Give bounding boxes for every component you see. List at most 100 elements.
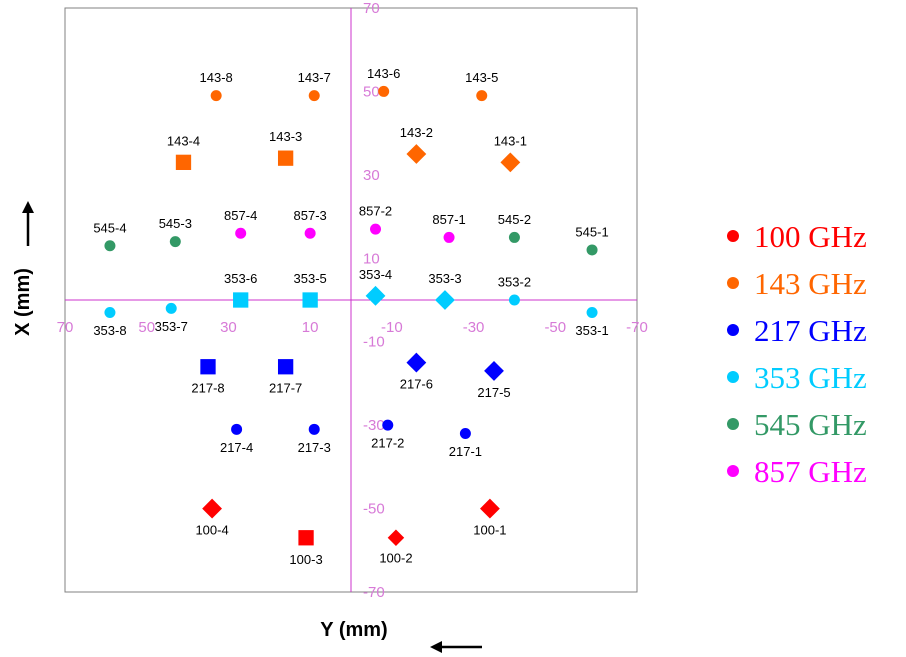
data-point-143-4 <box>175 154 192 170</box>
point-label: 143-7 <box>298 70 331 85</box>
data-point-143-2 <box>406 144 427 164</box>
point-label: 353-2 <box>498 275 531 290</box>
data-point-143-1 <box>500 152 521 173</box>
point-label: 857-2 <box>359 204 392 219</box>
point-label: 545-2 <box>498 212 531 227</box>
data-point-545-4 <box>104 240 116 252</box>
x-tick-label: 50 <box>138 319 155 336</box>
x-tick-label: -50 <box>544 319 566 336</box>
point-label: 100-1 <box>473 523 506 538</box>
data-point-545-1 <box>586 244 598 256</box>
legend-marker <box>727 230 739 242</box>
y-tick-label: -10 <box>363 334 385 351</box>
point-label: 857-4 <box>224 208 257 223</box>
point-label: 857-1 <box>432 212 465 227</box>
point-label: 143-6 <box>367 66 400 81</box>
y-tick-label: 70 <box>363 0 380 17</box>
data-point-217-8 <box>200 359 216 375</box>
x-tick-label: -30 <box>463 319 485 336</box>
data-point-353-4 <box>365 285 386 306</box>
data-point-217-3 <box>308 423 320 435</box>
y-axis-title: X (mm) <box>12 268 34 336</box>
point-label: 353-7 <box>155 319 188 334</box>
point-label: 217-8 <box>191 381 224 396</box>
point-label: 353-4 <box>359 267 392 282</box>
point-label: 143-8 <box>200 70 233 85</box>
data-points <box>104 85 598 547</box>
data-point-143-5 <box>476 90 488 102</box>
data-point-labels: 100-4 100-3 100-2 100-1 143-8 143-7 143-6 143-5… <box>93 66 608 567</box>
point-label: 143-4 <box>167 133 200 148</box>
data-point-143-8 <box>210 90 222 102</box>
data-point-353-3 <box>435 290 455 310</box>
legend-entry: 143 GHz <box>754 266 867 301</box>
data-point-217-7 <box>277 359 294 375</box>
x-tick-label: 70 <box>57 319 74 336</box>
legend-marker <box>727 371 739 383</box>
y-tick-label: -30 <box>363 417 385 434</box>
data-point-545-3 <box>169 236 181 248</box>
data-point-217-1 <box>459 427 471 439</box>
legend-marker <box>727 277 739 289</box>
legend-marker <box>727 324 739 336</box>
data-point-353-7 <box>165 302 177 314</box>
point-label: 100-2 <box>379 550 412 565</box>
point-label: 143-1 <box>494 133 527 148</box>
legend-marker <box>727 418 739 430</box>
data-point-100-4 <box>202 498 222 519</box>
x-tick-label: -70 <box>626 319 648 336</box>
point-label: 353-8 <box>93 323 126 338</box>
y-tick-label: -50 <box>363 501 385 518</box>
y-tick-label: 10 <box>363 250 380 267</box>
data-point-217-6 <box>406 352 427 373</box>
point-label: 100-4 <box>195 523 228 538</box>
point-label: 353-6 <box>224 271 257 286</box>
data-point-100-3 <box>298 530 314 546</box>
point-label: 217-6 <box>400 377 433 392</box>
data-point-545-2 <box>508 231 520 243</box>
point-label: 217-3 <box>298 440 331 455</box>
data-point-217-5 <box>484 361 504 381</box>
data-point-857-3 <box>304 227 316 239</box>
horizontal-axis-ticks: 70 50 30 10 -10 -30 -50 -70 <box>57 319 648 336</box>
point-label: 545-1 <box>575 224 608 239</box>
data-point-143-6 <box>378 85 390 97</box>
data-point-857-1 <box>443 231 455 243</box>
point-label: 857-3 <box>294 208 327 223</box>
point-label: 353-3 <box>428 271 461 286</box>
x-tick-label: 30 <box>220 319 237 336</box>
data-point-857-4 <box>235 227 247 239</box>
x-tick-label: 10 <box>302 319 319 336</box>
legend-entry: 217 GHz <box>754 313 867 348</box>
data-point-100-1 <box>480 498 500 519</box>
data-point-143-3 <box>277 150 294 166</box>
data-point-353-1 <box>586 307 598 319</box>
data-point-857-2 <box>370 223 382 235</box>
data-point-353-5 <box>302 292 318 308</box>
point-label: 353-5 <box>294 271 327 286</box>
data-point-353-6 <box>233 292 249 308</box>
data-point-353-2 <box>508 294 520 306</box>
data-point-353-8 <box>104 307 116 319</box>
y-tick-label: 30 <box>363 167 380 184</box>
point-label: 217-7 <box>269 381 302 396</box>
x-axis-arrow <box>430 641 482 653</box>
point-label: 353-1 <box>575 323 608 338</box>
point-label: 545-4 <box>93 220 126 235</box>
point-label: 217-4 <box>220 440 253 455</box>
legend-marker <box>727 465 739 477</box>
y-tick-label: -70 <box>363 584 385 601</box>
legend-entry: 545 GHz <box>754 407 867 442</box>
data-point-217-4 <box>231 423 243 435</box>
y-tick-label: 50 <box>363 83 380 100</box>
point-label: 217-5 <box>477 385 510 400</box>
point-label: 545-3 <box>159 216 192 231</box>
y-axis-arrow <box>22 201 34 246</box>
x-tick-label: -10 <box>381 319 403 336</box>
legend-entry: 857 GHz <box>754 454 867 489</box>
vertical-axis-ticks: 70 50 30 10 -10 -30 -50 -70 <box>363 0 385 601</box>
data-point-100-2 <box>387 529 405 547</box>
legend-entry: 353 GHz <box>754 360 867 395</box>
legend-entry: 100 GHz <box>754 219 867 254</box>
